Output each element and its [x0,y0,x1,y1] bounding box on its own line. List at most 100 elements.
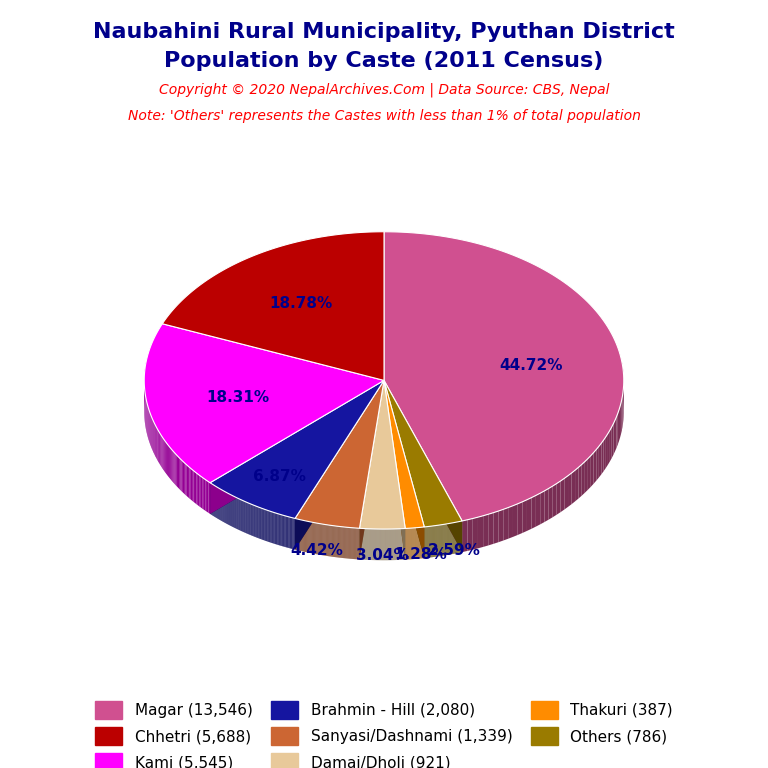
Polygon shape [180,459,181,492]
Polygon shape [588,455,591,490]
Polygon shape [200,476,202,508]
Polygon shape [571,470,575,504]
Polygon shape [295,380,384,528]
Text: 2.59%: 2.59% [428,543,481,558]
Polygon shape [168,445,169,478]
Polygon shape [157,429,158,462]
Polygon shape [473,517,478,550]
Polygon shape [279,514,280,545]
Polygon shape [540,491,545,525]
Polygon shape [292,518,293,549]
Polygon shape [488,513,493,545]
Polygon shape [295,380,384,550]
Polygon shape [620,403,621,438]
Polygon shape [483,515,488,547]
Polygon shape [171,449,172,482]
Polygon shape [522,500,527,533]
Text: Population by Caste (2011 Census): Population by Caste (2011 Census) [164,51,604,71]
Polygon shape [162,437,164,470]
Polygon shape [205,479,207,511]
Text: 18.78%: 18.78% [270,296,333,311]
Polygon shape [384,380,406,560]
Polygon shape [285,515,286,547]
Polygon shape [210,380,384,514]
Polygon shape [160,433,161,465]
Polygon shape [462,520,468,552]
Polygon shape [167,444,168,476]
Polygon shape [177,455,178,488]
Polygon shape [384,232,624,521]
Polygon shape [207,481,208,513]
Text: 1.28%: 1.28% [394,547,447,562]
Polygon shape [604,437,606,472]
Polygon shape [202,478,204,510]
Polygon shape [187,465,188,497]
Text: 3.04%: 3.04% [356,548,409,563]
Polygon shape [161,436,162,468]
Polygon shape [274,512,275,544]
Polygon shape [286,516,287,548]
Polygon shape [170,448,171,480]
Polygon shape [278,514,279,545]
Polygon shape [548,486,553,520]
Polygon shape [276,513,277,545]
Polygon shape [498,509,503,542]
Text: Note: 'Others' represents the Castes with less than 1% of total population: Note: 'Others' represents the Castes wit… [127,109,641,123]
Polygon shape [585,458,588,493]
Polygon shape [195,472,197,504]
Polygon shape [277,514,278,545]
Polygon shape [536,493,540,527]
Polygon shape [384,380,462,552]
Polygon shape [183,462,184,494]
Polygon shape [166,442,167,475]
Polygon shape [210,380,384,514]
Polygon shape [581,462,585,495]
Polygon shape [621,399,622,434]
Polygon shape [294,518,295,550]
Polygon shape [359,380,384,559]
Polygon shape [159,432,160,465]
Polygon shape [164,440,165,472]
Polygon shape [184,462,185,495]
Polygon shape [606,433,608,468]
Polygon shape [531,495,536,529]
Text: 18.31%: 18.31% [207,390,270,405]
Polygon shape [614,420,615,455]
Polygon shape [359,380,384,559]
Polygon shape [204,478,205,511]
Polygon shape [561,478,564,512]
Polygon shape [610,427,612,462]
Text: 4.42%: 4.42% [290,543,343,558]
Polygon shape [179,458,180,490]
Polygon shape [293,518,294,549]
Polygon shape [599,443,601,478]
Text: Copyright © 2020 NepalArchives.Com | Data Source: CBS, Nepal: Copyright © 2020 NepalArchives.Com | Dat… [159,82,609,97]
Polygon shape [194,471,195,503]
Text: 44.72%: 44.72% [499,358,562,372]
Polygon shape [384,380,424,558]
Polygon shape [508,505,513,538]
Polygon shape [172,450,174,482]
Polygon shape [384,380,462,527]
Polygon shape [503,508,508,541]
Polygon shape [288,517,289,548]
Polygon shape [615,417,617,452]
Polygon shape [518,502,522,535]
Polygon shape [384,380,406,560]
Polygon shape [185,464,187,496]
Polygon shape [527,498,531,531]
Polygon shape [557,481,561,515]
Polygon shape [608,430,610,465]
Polygon shape [190,468,192,501]
Polygon shape [619,406,620,441]
Polygon shape [280,515,282,546]
Polygon shape [271,511,272,543]
Polygon shape [287,516,288,548]
Text: 6.87%: 6.87% [253,469,306,484]
Text: Naubahini Rural Municipality, Pyuthan District: Naubahini Rural Municipality, Pyuthan Di… [93,22,675,41]
Polygon shape [596,446,599,481]
Polygon shape [178,456,179,489]
Polygon shape [208,482,210,514]
Polygon shape [165,441,166,474]
Polygon shape [617,410,619,445]
